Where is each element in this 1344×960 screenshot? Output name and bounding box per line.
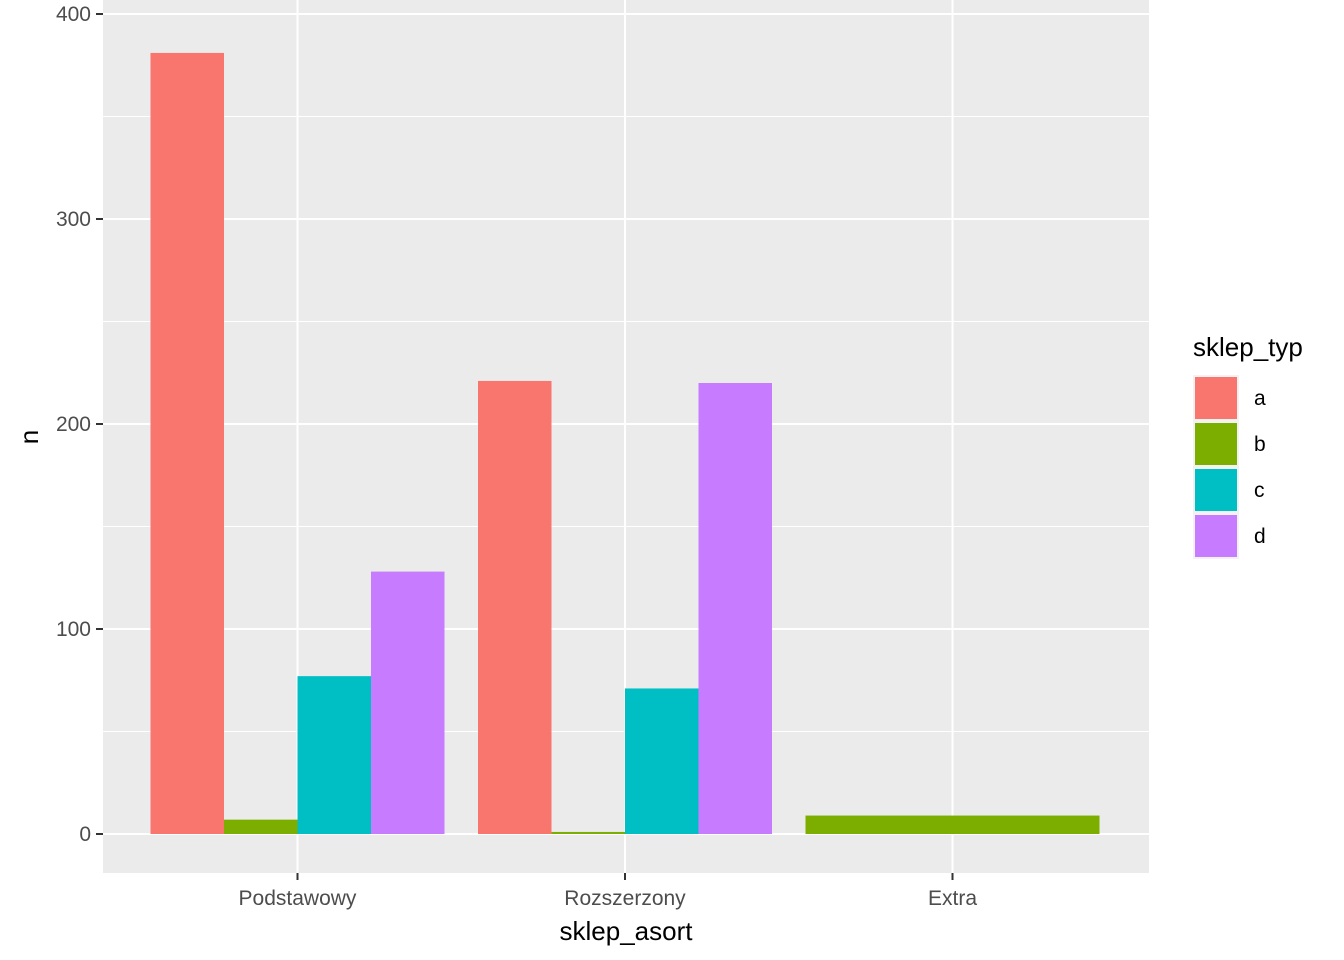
x-tick-label: Rozszerzony [564,887,686,910]
y-axis: 0 100 200 300 400 [56,3,103,846]
y-tick-label: 0 [79,823,91,846]
bar-c [297,676,371,834]
bar-c [625,688,699,834]
x-axis: Podstawowy Rozszerzony Extra [239,873,977,910]
bar-d [371,571,445,834]
bars [150,52,1100,834]
legend-swatch-b [1195,423,1237,465]
legend-title: sklep_typ [1193,332,1303,362]
bar-a [150,52,224,834]
x-tick-label: Extra [928,887,977,910]
x-tick-label: Podstawowy [239,887,357,910]
legend-label: c [1254,479,1265,502]
x-axis-title: sklep_asort [560,916,694,946]
y-tick-label: 200 [56,413,91,436]
y-tick-label: 400 [56,3,91,26]
bar-a [478,380,552,834]
y-tick-label: 300 [56,208,91,231]
legend-label: d [1254,525,1266,548]
bar-d [698,383,772,834]
y-tick-label: 100 [56,618,91,641]
legend-label: b [1254,433,1266,456]
legend-swatch-d [1195,515,1237,557]
y-axis-title: n [14,430,44,444]
bar-b [551,831,625,834]
legend-label: a [1254,387,1266,410]
legend-swatch-c [1195,469,1237,511]
bar-b [805,815,1100,834]
legend-swatch-a [1195,377,1237,419]
bar-b [224,819,298,834]
